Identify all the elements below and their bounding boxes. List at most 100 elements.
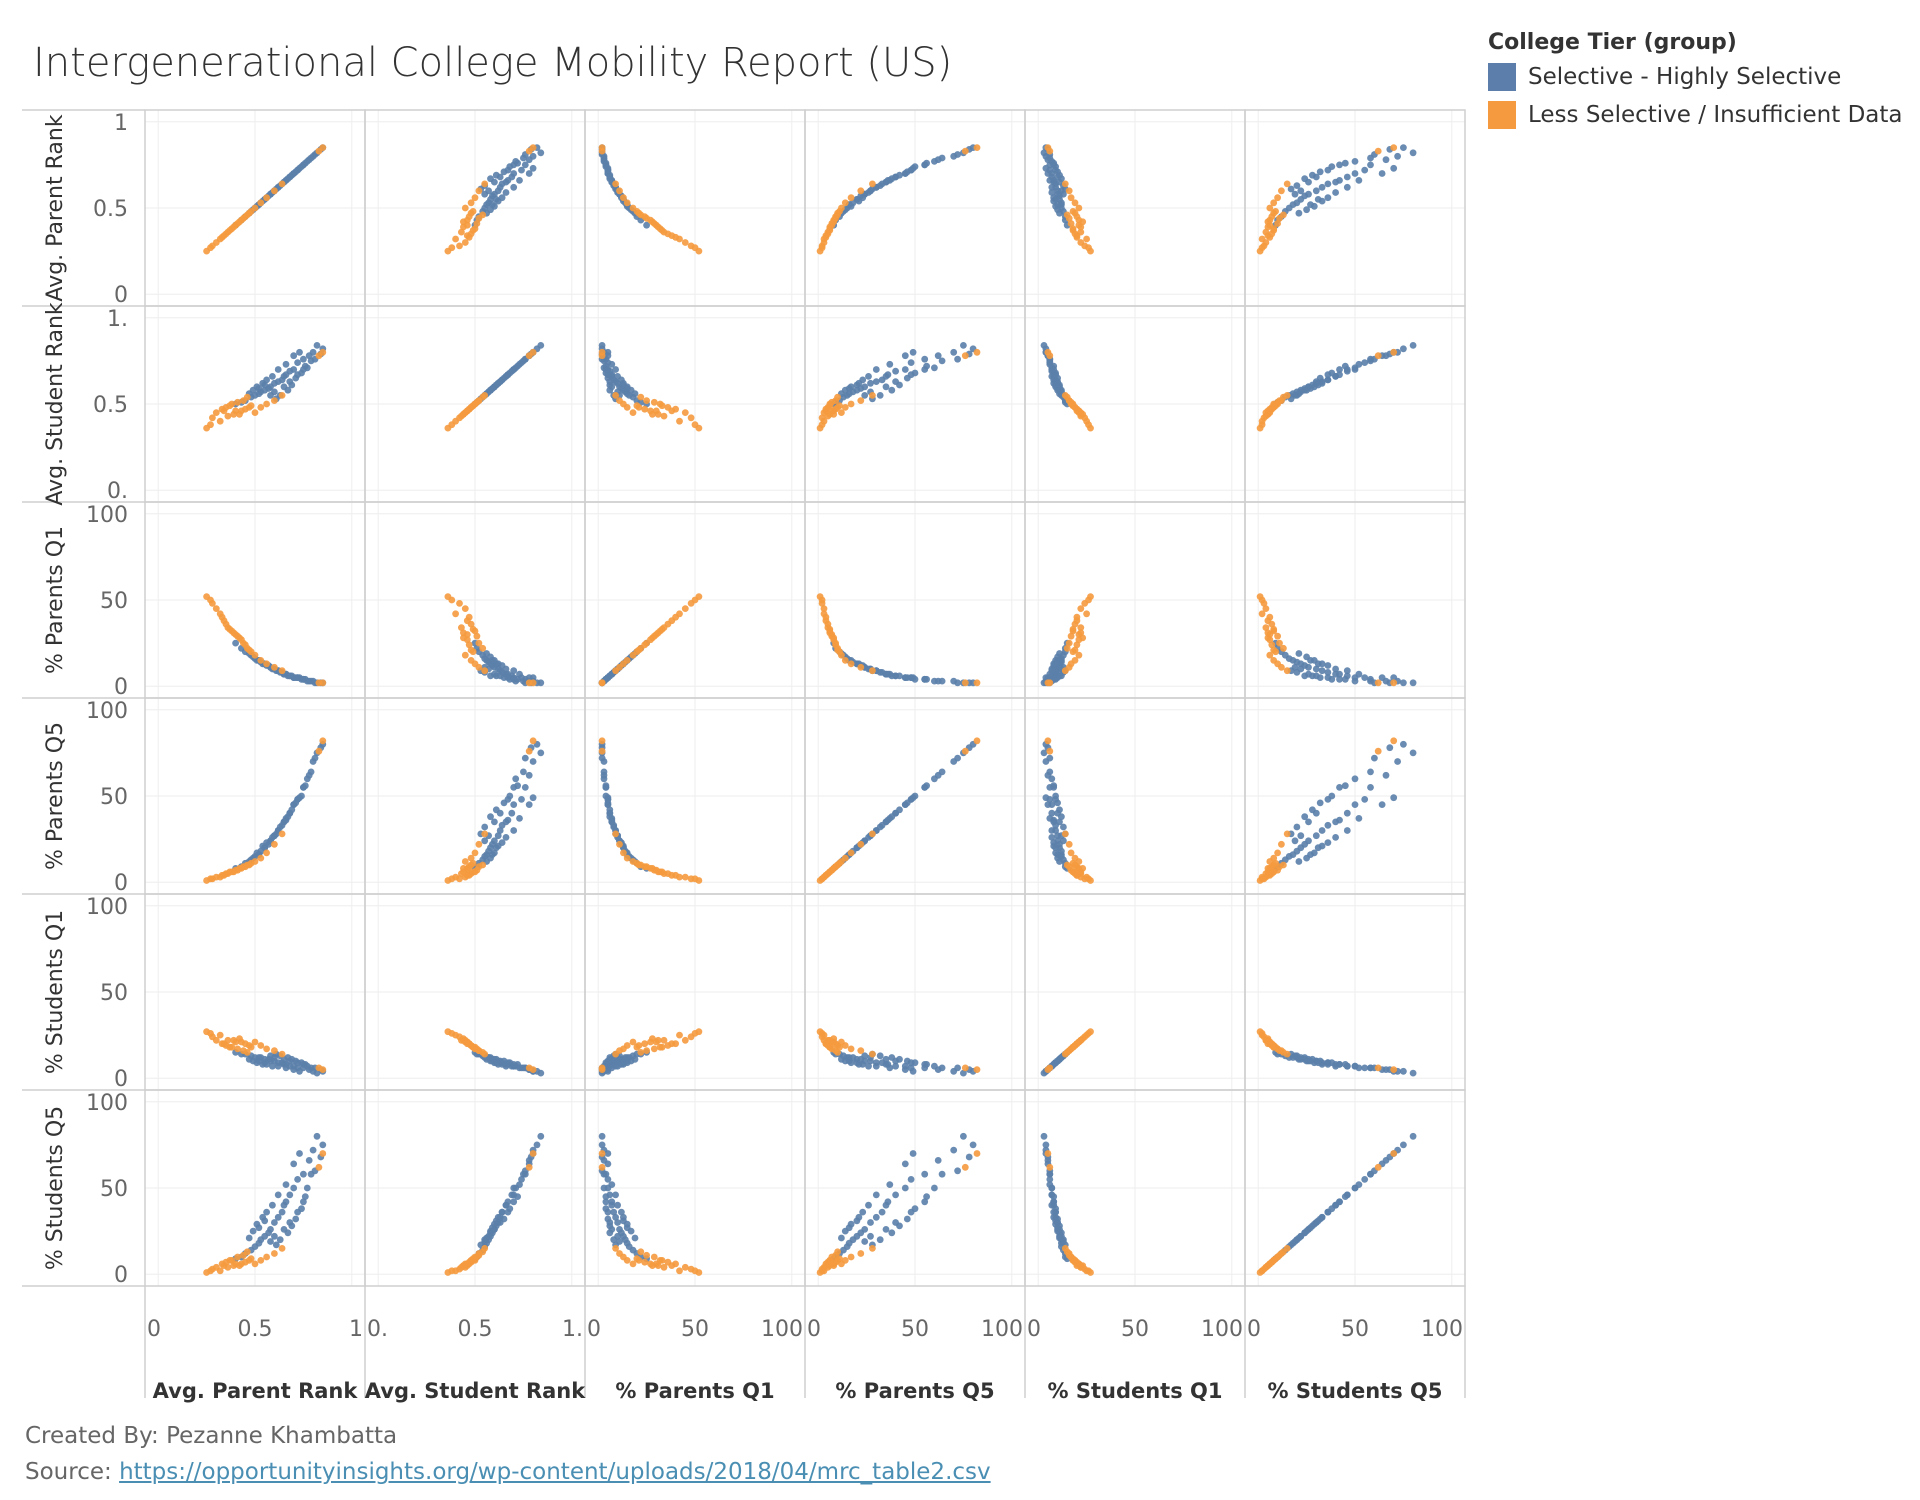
point-selective-highly-selective: [518, 166, 525, 174]
point-less-selective-insufficient-data: [467, 209, 475, 217]
legend-item-less-selective[interactable]: Less Selective / Insufficient Data: [1488, 101, 1902, 129]
point-less-selective-insufficient-data: [650, 1045, 658, 1053]
point-less-selective-insufficient-data: [1046, 679, 1054, 687]
point-selective-highly-selective: [533, 1141, 541, 1149]
point-selective-highly-selective: [600, 768, 608, 776]
point-selective-highly-selective: [867, 1219, 874, 1226]
source-link[interactable]: https://opportunityinsights.org/wp-conte…: [119, 1459, 991, 1485]
point-selective-highly-selective: [274, 1191, 282, 1199]
point-selective-highly-selective: [1048, 189, 1056, 196]
point-less-selective-insufficient-data: [1270, 854, 1278, 862]
point-selective-highly-selective: [1332, 834, 1339, 841]
point-less-selective-insufficient-data: [650, 398, 658, 406]
point-less-selective-insufficient-data: [216, 417, 224, 425]
point-less-selective-insufficient-data: [460, 223, 467, 231]
point-selective-highly-selective: [1382, 156, 1390, 164]
point-selective-highly-selective: [606, 173, 614, 181]
point-selective-highly-selective: [954, 1167, 961, 1175]
point-less-selective-insufficient-data: [1266, 651, 1274, 659]
point-selective-highly-selective: [1307, 1057, 1314, 1065]
point-less-selective-insufficient-data: [841, 854, 849, 862]
point-selective-highly-selective: [504, 371, 512, 379]
point-selective-highly-selective: [1312, 809, 1320, 817]
point-less-selective-insufficient-data: [635, 404, 643, 411]
point-selective-highly-selective: [1361, 359, 1369, 366]
point-selective-highly-selective: [496, 672, 504, 680]
point-less-selective-insufficient-data: [263, 1045, 270, 1053]
point-selective-highly-selective: [1336, 1061, 1343, 1068]
point-selective-highly-selective: [876, 1052, 884, 1060]
point-less-selective-insufficient-data: [1087, 247, 1094, 255]
point-less-selective-insufficient-data: [475, 639, 483, 647]
point-selective-highly-selective: [296, 348, 303, 356]
point-less-selective-insufficient-data: [857, 663, 865, 671]
point-selective-highly-selective: [294, 1059, 301, 1067]
point-less-selective-insufficient-data: [220, 407, 228, 415]
point-less-selective-insufficient-data: [1262, 605, 1270, 612]
point-less-selective-insufficient-data: [1266, 636, 1274, 644]
point-less-selective-insufficient-data: [238, 1260, 245, 1268]
point-selective-highly-selective: [1293, 823, 1301, 831]
point-less-selective-insufficient-data: [620, 849, 627, 857]
x-axis-title-avg-parent-rank: Avg. Parent Rank: [153, 1379, 359, 1403]
point-less-selective-insufficient-data: [1374, 679, 1382, 687]
point-selective-highly-selective: [1386, 744, 1394, 752]
point-selective-highly-selective: [882, 818, 890, 826]
point-less-selective-insufficient-data: [961, 1064, 969, 1072]
point-less-selective-insufficient-data: [1075, 636, 1083, 644]
point-less-selective-insufficient-data: [647, 865, 654, 872]
point-selective-highly-selective: [602, 161, 610, 169]
point-selective-highly-selective: [1367, 768, 1374, 776]
y-tick-label: 50: [100, 785, 128, 810]
point-selective-highly-selective: [878, 376, 886, 384]
point-selective-highly-selective: [1297, 1232, 1305, 1240]
point-less-selective-insufficient-data: [220, 232, 228, 240]
point-less-selective-insufficient-data: [463, 617, 471, 625]
point-less-selective-insufficient-data: [637, 1248, 645, 1256]
point-selective-highly-selective: [1048, 183, 1056, 191]
point-less-selective-insufficient-data: [444, 877, 452, 884]
point-less-selective-insufficient-data: [869, 392, 876, 399]
point-selective-highly-selective: [271, 1219, 278, 1226]
point-less-selective-insufficient-data: [1083, 610, 1090, 618]
point-less-selective-insufficient-data: [525, 352, 533, 360]
point-selective-highly-selective: [878, 1208, 886, 1216]
point-selective-highly-selective: [954, 1064, 961, 1072]
point-less-selective-insufficient-data: [1256, 424, 1264, 432]
point-selective-highly-selective: [969, 1141, 977, 1149]
point-less-selective-insufficient-data: [869, 180, 876, 188]
point-selective-highly-selective: [1324, 1208, 1332, 1216]
point-selective-highly-selective: [491, 818, 498, 826]
point-less-selective-insufficient-data: [654, 1262, 662, 1269]
point-selective-highly-selective: [286, 1219, 294, 1226]
point-selective-highly-selective: [954, 355, 961, 363]
point-selective-highly-selective: [311, 754, 319, 762]
point-less-selective-insufficient-data: [479, 211, 487, 219]
point-selective-highly-selective: [1361, 166, 1369, 174]
point-selective-highly-selective: [892, 1057, 899, 1065]
point-selective-highly-selective: [921, 1061, 929, 1068]
legend-item-selective[interactable]: Selective - Highly Selective: [1488, 63, 1902, 91]
point-less-selective-insufficient-data: [203, 424, 211, 432]
y-axis-title-avg-parent-rank: Avg. Parent Rank: [43, 114, 68, 301]
point-selective-highly-selective: [1351, 158, 1359, 165]
point-less-selective-insufficient-data: [841, 657, 849, 664]
point-less-selective-insufficient-data: [475, 840, 483, 848]
point-selective-highly-selective: [276, 1236, 284, 1244]
point-selective-highly-selective: [1361, 796, 1369, 803]
point-selective-highly-selective: [616, 1238, 623, 1245]
point-less-selective-insufficient-data: [1075, 651, 1083, 659]
point-less-selective-insufficient-data: [826, 629, 834, 637]
point-less-selective-insufficient-data: [1264, 617, 1272, 625]
point-less-selective-insufficient-data: [467, 861, 475, 869]
point-selective-highly-selective: [1378, 801, 1386, 808]
point-selective-highly-selective: [1040, 1132, 1048, 1140]
point-selective-highly-selective: [876, 392, 884, 399]
point-less-selective-insufficient-data: [475, 1250, 483, 1257]
point-selective-highly-selective: [845, 385, 853, 392]
point-selective-highly-selective: [1048, 667, 1056, 675]
point-less-selective-insufficient-data: [869, 667, 876, 675]
point-less-selective-insufficient-data: [271, 1250, 278, 1257]
point-selective-highly-selective: [1048, 834, 1056, 841]
point-selective-highly-selective: [1355, 177, 1363, 184]
